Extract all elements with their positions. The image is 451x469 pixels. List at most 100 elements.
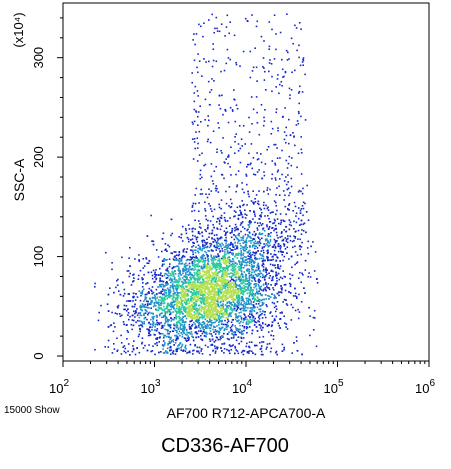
event-point [203,299,206,302]
event-point [186,300,189,303]
event-point [245,298,248,300]
event-point [168,319,170,321]
event-point [208,327,210,329]
event-point [233,210,236,212]
event-point [194,313,197,315]
event-point [122,321,125,323]
event-point [234,283,237,285]
event-point [226,259,228,262]
event-point [255,269,258,272]
event-point [250,263,253,266]
event-point [203,263,206,265]
event-point [132,345,134,347]
event-point [231,285,234,288]
event-point [220,322,223,324]
event-point [107,326,110,328]
event-point [202,263,205,266]
event-point [203,326,205,328]
event-point [167,342,169,345]
event-point [267,256,269,259]
event-point [195,272,198,275]
event-point [226,333,229,335]
event-point [258,320,260,323]
event-point [227,324,229,327]
event-point [257,280,260,283]
event-point [223,279,226,281]
event-point [235,326,237,329]
event-point [262,274,264,276]
event-point [179,317,182,319]
event-point [260,350,263,353]
event-point [166,270,168,272]
event-point [182,254,184,257]
event-point [204,284,206,286]
event-point [163,294,166,297]
event-point [245,289,247,291]
event-point [213,310,216,312]
event-point [191,257,193,259]
event-point [225,288,228,291]
event-point [231,272,234,275]
event-point [221,326,223,329]
event-point [132,280,134,283]
event-point [189,343,192,346]
event-point [195,309,198,312]
event-point [184,291,186,293]
event-point [199,327,202,330]
event-point [170,303,172,305]
event-point [202,239,205,242]
event-point [205,274,208,277]
event-point [132,319,135,322]
event-point [200,294,202,297]
event-point [257,269,259,271]
event-point [248,352,250,354]
event-point [162,232,165,234]
event-point [202,245,204,247]
event-point [225,291,227,293]
event-point [137,278,140,280]
event-point [221,282,223,285]
event-point [214,265,216,268]
event-point [178,280,181,283]
event-point [229,345,232,348]
event-point [151,292,153,295]
event-point [262,266,265,268]
event-point [240,257,242,260]
event-point [195,263,198,266]
event-point [201,298,203,300]
event-point [268,259,270,261]
event-point [195,249,197,251]
event-point [255,326,258,328]
event-point [181,333,184,336]
event-point [151,326,153,329]
event-point [238,328,240,331]
event-point [118,313,121,315]
event-point [246,351,249,353]
event-point [191,317,194,319]
event-point [201,261,204,263]
event-point [195,259,198,262]
event-point [144,312,147,314]
event-point [198,321,201,324]
event-point [186,337,189,339]
event-point [120,342,123,344]
event-point [224,287,226,289]
event-point [305,231,307,234]
event-point [262,341,265,343]
event-point [210,258,212,261]
event-point [209,316,212,319]
event-point [193,286,195,289]
event-point [145,300,148,303]
event-point [179,303,182,306]
event-point [236,327,239,330]
event-point [294,237,296,239]
event-point [266,225,268,228]
event-point [245,322,248,324]
event-point [201,324,203,326]
event-point [248,257,250,260]
event-point [240,287,243,290]
event-point [240,247,242,250]
event-point [233,309,235,311]
event-point [243,319,245,321]
event-point [158,292,160,294]
